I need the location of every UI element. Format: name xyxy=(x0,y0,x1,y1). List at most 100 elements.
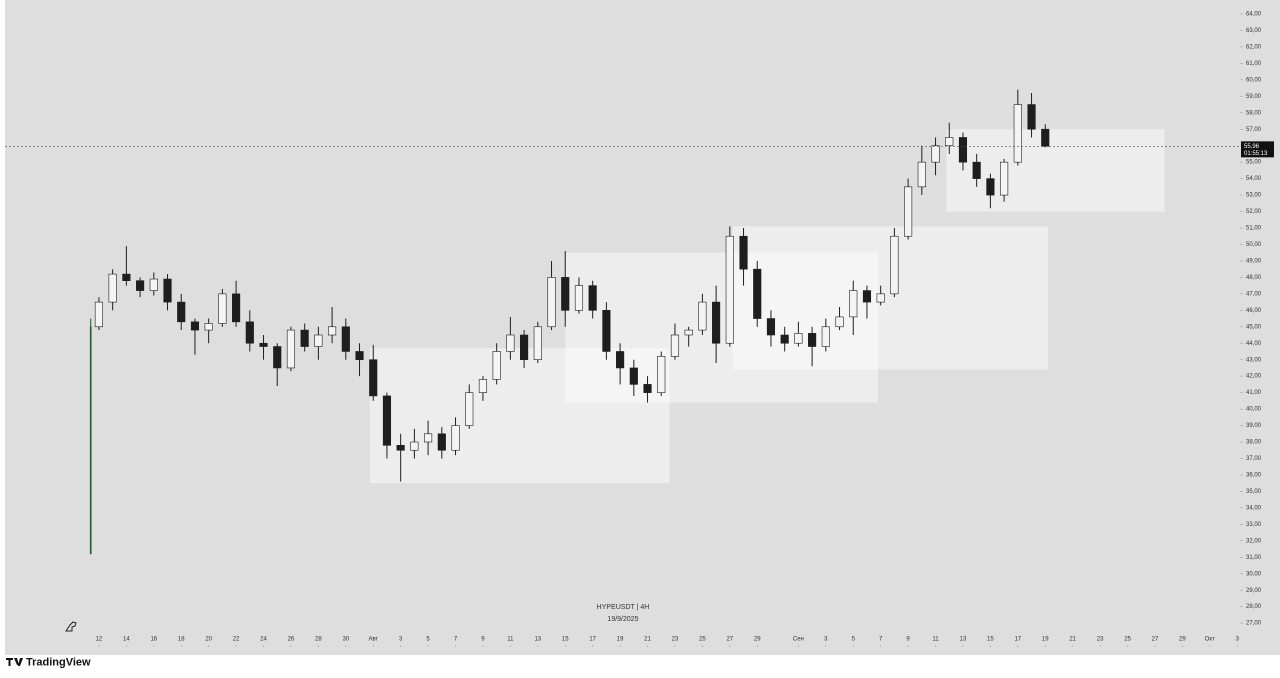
x-tick-label: 7 xyxy=(879,637,883,643)
x-tick-label: 3 xyxy=(824,637,828,643)
countdown: 01:55:13 xyxy=(1244,151,1268,157)
x-tick-label: 11 xyxy=(507,637,514,643)
x-tick-label: 21 xyxy=(1069,637,1076,643)
candle-body xyxy=(424,433,433,443)
y-tick-label: 28,00 xyxy=(1246,604,1262,610)
candle-body xyxy=(163,278,172,303)
candle-body xyxy=(232,293,241,323)
candle-body xyxy=(122,273,131,281)
x-tick-label: 13 xyxy=(534,637,541,643)
candle-body xyxy=(835,316,844,328)
x-tick-label: 17 xyxy=(589,637,596,643)
candle-body xyxy=(862,290,872,303)
y-tick-label: 36,00 xyxy=(1246,473,1262,479)
x-tick-label: Авг xyxy=(369,637,379,643)
candle-body xyxy=(259,342,268,347)
y-tick-label: 61,00 xyxy=(1246,61,1262,67)
y-tick-label: 48,00 xyxy=(1246,275,1262,281)
candle-body xyxy=(574,285,584,311)
brand-name: TradingView xyxy=(26,656,91,668)
x-tick-label: 9 xyxy=(906,637,910,643)
drawing-tool-icon[interactable] xyxy=(65,621,77,632)
candle-body xyxy=(808,333,817,347)
chart-background xyxy=(5,0,1280,655)
brand-logo: TradingView xyxy=(6,656,91,668)
candle-body xyxy=(355,351,364,361)
candle-body xyxy=(849,290,858,318)
candle-body xyxy=(917,161,926,188)
candle-body xyxy=(1041,128,1050,147)
x-tick-label: Окт xyxy=(1205,637,1215,643)
y-tick-label: 58,00 xyxy=(1246,110,1262,116)
x-tick-label: 14 xyxy=(123,637,130,643)
candle-body xyxy=(766,318,776,336)
candle-body xyxy=(821,326,830,347)
watermark: HYPEUSDT | 4H xyxy=(597,604,650,611)
y-tick-label: 47,00 xyxy=(1246,291,1262,297)
y-tick-label: 40,00 xyxy=(1246,407,1262,413)
x-tick-label: 5 xyxy=(852,637,856,643)
y-tick-label: 32,00 xyxy=(1246,538,1262,544)
candle-body xyxy=(890,235,899,295)
candle-body xyxy=(616,351,625,369)
x-tick-label: 15 xyxy=(987,637,994,643)
x-tick-label: 7 xyxy=(454,637,458,643)
candle-body xyxy=(204,323,213,331)
x-tick-label: 3 xyxy=(1236,637,1240,643)
candle-body xyxy=(382,395,392,446)
y-tick-label: 54,00 xyxy=(1246,176,1262,182)
candle-body xyxy=(369,359,378,397)
y-tick-label: 55,00 xyxy=(1246,160,1262,166)
candle-body xyxy=(698,301,707,331)
candle-body xyxy=(643,384,652,393)
candle-body xyxy=(561,277,570,311)
zone-box xyxy=(369,348,670,484)
brand-icon xyxy=(6,658,23,666)
x-tick-label: 27 xyxy=(1152,637,1159,643)
candle-body xyxy=(972,161,981,179)
x-tick-label: 19 xyxy=(1042,637,1049,643)
x-tick-label: 16 xyxy=(150,637,157,643)
x-tick-label: 23 xyxy=(1097,637,1104,643)
x-tick-label: 17 xyxy=(1014,637,1021,643)
x-tick-label: 24 xyxy=(260,637,267,643)
x-tick-label: 22 xyxy=(233,637,240,643)
x-tick-label: 21 xyxy=(644,637,651,643)
candle-body xyxy=(945,137,954,146)
candle-body xyxy=(520,334,529,361)
candle-body xyxy=(300,329,309,347)
y-tick-label: 49,00 xyxy=(1246,259,1262,265)
y-tick-label: 59,00 xyxy=(1246,94,1262,100)
candle-body xyxy=(533,326,542,361)
y-tick-label: 33,00 xyxy=(1246,522,1262,528)
candle-body xyxy=(958,137,968,163)
x-tick-label: 19 xyxy=(617,637,624,643)
candle-body xyxy=(986,178,995,196)
candle-body xyxy=(136,280,145,291)
candle-body xyxy=(108,273,117,303)
candle-body xyxy=(314,334,323,347)
candle-body xyxy=(451,425,460,451)
x-tick-label: 3 xyxy=(399,637,403,643)
x-tick-label: 13 xyxy=(960,637,967,643)
x-tick-label: 20 xyxy=(205,637,212,643)
x-tick-label: 11 xyxy=(932,637,939,643)
candle-body xyxy=(588,285,597,311)
candle-body xyxy=(94,301,104,328)
y-tick-label: 50,00 xyxy=(1246,242,1262,248)
x-tick-label: 30 xyxy=(342,637,349,643)
x-tick-label: 18 xyxy=(178,637,185,643)
y-tick-label: 60,00 xyxy=(1246,77,1262,83)
candle-body xyxy=(328,326,337,336)
y-tick-label: 41,00 xyxy=(1246,390,1262,396)
x-tick-label: 25 xyxy=(699,637,706,643)
x-tick-label: 28 xyxy=(315,637,322,643)
candle-body xyxy=(904,186,913,237)
x-tick-label: 5 xyxy=(426,637,430,643)
y-tick-label: 45,00 xyxy=(1246,324,1262,330)
candle-body xyxy=(739,235,748,270)
watermark-date: 19/9/2025 xyxy=(607,616,638,623)
y-tick-label: 53,00 xyxy=(1246,193,1262,199)
y-tick-label: 46,00 xyxy=(1246,308,1262,314)
